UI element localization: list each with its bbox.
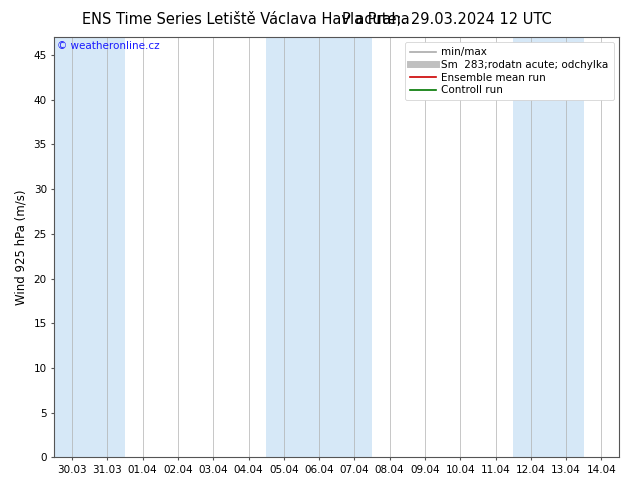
Bar xyxy=(513,37,548,457)
Y-axis label: Wind 925 hPa (m/s): Wind 925 hPa (m/s) xyxy=(15,190,28,305)
Text: ENS Time Series Letiště Václava Havla Praha: ENS Time Series Letiště Václava Havla Pr… xyxy=(82,12,410,27)
Bar xyxy=(90,37,125,457)
Bar xyxy=(55,37,90,457)
Bar xyxy=(337,37,372,457)
Text: P acute;. 29.03.2024 12 UTC: P acute;. 29.03.2024 12 UTC xyxy=(342,12,552,27)
Bar xyxy=(548,37,584,457)
Text: © weatheronline.cz: © weatheronline.cz xyxy=(57,41,160,51)
Bar xyxy=(301,37,337,457)
Bar xyxy=(266,37,301,457)
Legend: min/max, Sm  283;rodatn acute; odchylka, Ensemble mean run, Controll run: min/max, Sm 283;rodatn acute; odchylka, … xyxy=(405,42,614,100)
